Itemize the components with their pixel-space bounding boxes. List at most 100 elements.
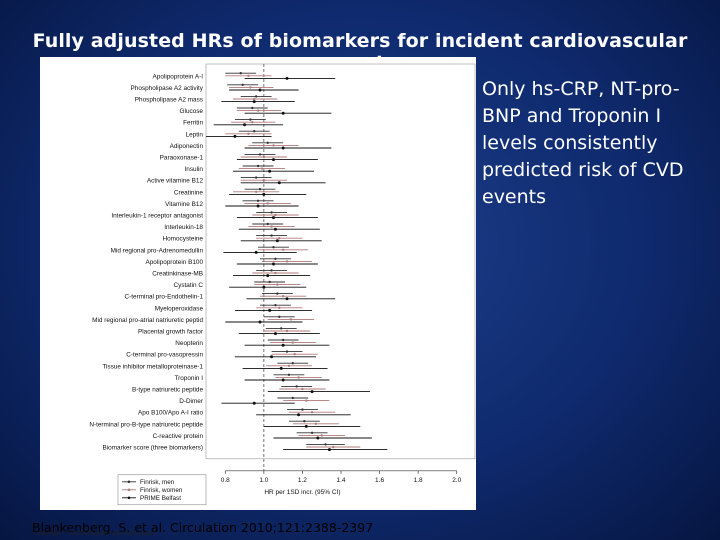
category-label: Phospholipase A2 mass — [135, 97, 203, 104]
category-label: Mid regional pro-Adrenomedullin — [111, 247, 204, 254]
point-estimate — [281, 146, 285, 150]
point-estimate — [266, 274, 270, 278]
point-estimate — [251, 121, 254, 124]
point-estimate — [285, 76, 289, 80]
point-estimate — [281, 295, 285, 298]
category-label: Adiponectin — [170, 143, 204, 150]
point-estimate — [287, 373, 291, 376]
point-estimate — [275, 239, 279, 243]
point-estimate — [281, 343, 285, 347]
x-tick-label: 1.6 — [375, 477, 384, 484]
category-label: Active vitamine B12 — [147, 178, 204, 185]
point-estimate — [254, 95, 258, 98]
category-label: Apolipoprotein A-I — [153, 73, 204, 80]
point-estimate — [285, 329, 289, 333]
point-estimate — [258, 320, 262, 324]
category-label: Insulin — [185, 166, 204, 173]
point-estimate — [291, 362, 294, 365]
point-estimate — [272, 216, 275, 220]
legend-label: Finrisk, men — [140, 479, 175, 486]
point-estimate — [278, 237, 281, 240]
point-estimate — [297, 413, 301, 417]
point-estimate — [258, 188, 262, 191]
x-tick-label: 1.8 — [414, 477, 423, 484]
point-estimate — [266, 141, 269, 144]
point-estimate — [327, 448, 331, 452]
point-estimate — [289, 318, 293, 321]
point-estimate — [285, 260, 289, 263]
category-label: N-terminal pro-B-type natriuretic peptid… — [89, 421, 203, 428]
point-estimate — [258, 153, 262, 156]
point-estimate — [270, 211, 273, 214]
point-estimate — [281, 248, 285, 251]
point-estimate — [262, 192, 266, 196]
point-estimate — [291, 341, 294, 344]
point-estimate — [304, 424, 308, 428]
point-estimate — [274, 213, 277, 217]
category-label: Troponin I — [174, 375, 203, 382]
point-estimate — [249, 86, 252, 89]
point-estimate — [305, 399, 308, 402]
x-tick-label: 2.0 — [452, 477, 461, 484]
category-label: Myeloperoxidase — [155, 305, 204, 312]
point-estimate — [274, 257, 277, 260]
point-estimate — [254, 190, 258, 193]
point-estimate — [291, 396, 294, 400]
category-label: B-type natriuretic peptide — [132, 387, 203, 394]
point-estimate — [247, 74, 250, 77]
point-estimate — [274, 304, 277, 307]
point-estimate — [270, 234, 273, 237]
point-estimate — [260, 167, 264, 170]
point-estimate — [268, 308, 272, 312]
point-estimate — [272, 246, 275, 249]
category-label: Apo B100/Apo A-I ratio — [138, 410, 203, 417]
category-label: Glucose — [180, 108, 204, 115]
category-label: Cystatin C — [174, 282, 204, 289]
category-label: Apolipoprotein B100 — [145, 259, 203, 266]
point-estimate — [278, 306, 281, 309]
category-label: Placental growth factor — [138, 329, 204, 336]
side-note: Only hs-CRP, NT-pro-BNP and Troponin I l… — [482, 78, 684, 208]
point-estimate — [316, 436, 320, 440]
point-estimate — [241, 83, 244, 86]
point-estimate — [303, 420, 306, 423]
point-estimate — [270, 269, 273, 272]
point-estimate — [281, 338, 285, 342]
point-estimate — [272, 158, 275, 162]
category-label: C-terminal pro-Endothelin-1 — [125, 294, 204, 301]
point-estimate — [258, 88, 262, 92]
point-estimate — [272, 144, 275, 147]
point-estimate — [256, 109, 260, 112]
legend-marker — [127, 488, 131, 492]
legend-marker — [127, 480, 131, 484]
point-estimate — [273, 227, 277, 231]
point-estimate — [272, 262, 275, 266]
category-label: Homocysteine — [163, 236, 204, 243]
legend-label: Finrisk, women — [140, 487, 183, 494]
point-estimate — [332, 445, 335, 449]
category-label: D-Dimer — [179, 398, 204, 405]
category-label: Vitamine B12 — [165, 201, 203, 208]
point-estimate — [274, 271, 277, 275]
point-estimate — [268, 280, 271, 284]
legend-marker — [127, 496, 131, 500]
category-label: Phospholipase A2 activity — [131, 85, 204, 92]
point-estimate — [314, 422, 318, 425]
x-axis-label: HR per 1SD incr. (95% CI) — [264, 489, 340, 496]
point-estimate — [285, 297, 289, 301]
point-estimate — [252, 401, 256, 405]
point-estimate — [293, 353, 296, 356]
point-estimate — [256, 199, 260, 202]
point-estimate — [249, 118, 252, 121]
point-estimate — [310, 411, 314, 414]
point-estimate — [233, 134, 237, 138]
point-estimate — [278, 315, 281, 318]
point-estimate — [285, 350, 289, 353]
category-label: Leptin — [186, 131, 204, 138]
x-tick-label: 1.4 — [336, 477, 345, 484]
category-label: Interleukin-18 — [164, 224, 203, 231]
legend-label: PRIME Belfast — [140, 495, 181, 502]
category-label: C-terminal pro-vasopressin — [126, 352, 203, 359]
copyright-note: Copyright © 2010 American Heart Associat… — [34, 531, 156, 537]
point-estimate — [254, 250, 258, 254]
